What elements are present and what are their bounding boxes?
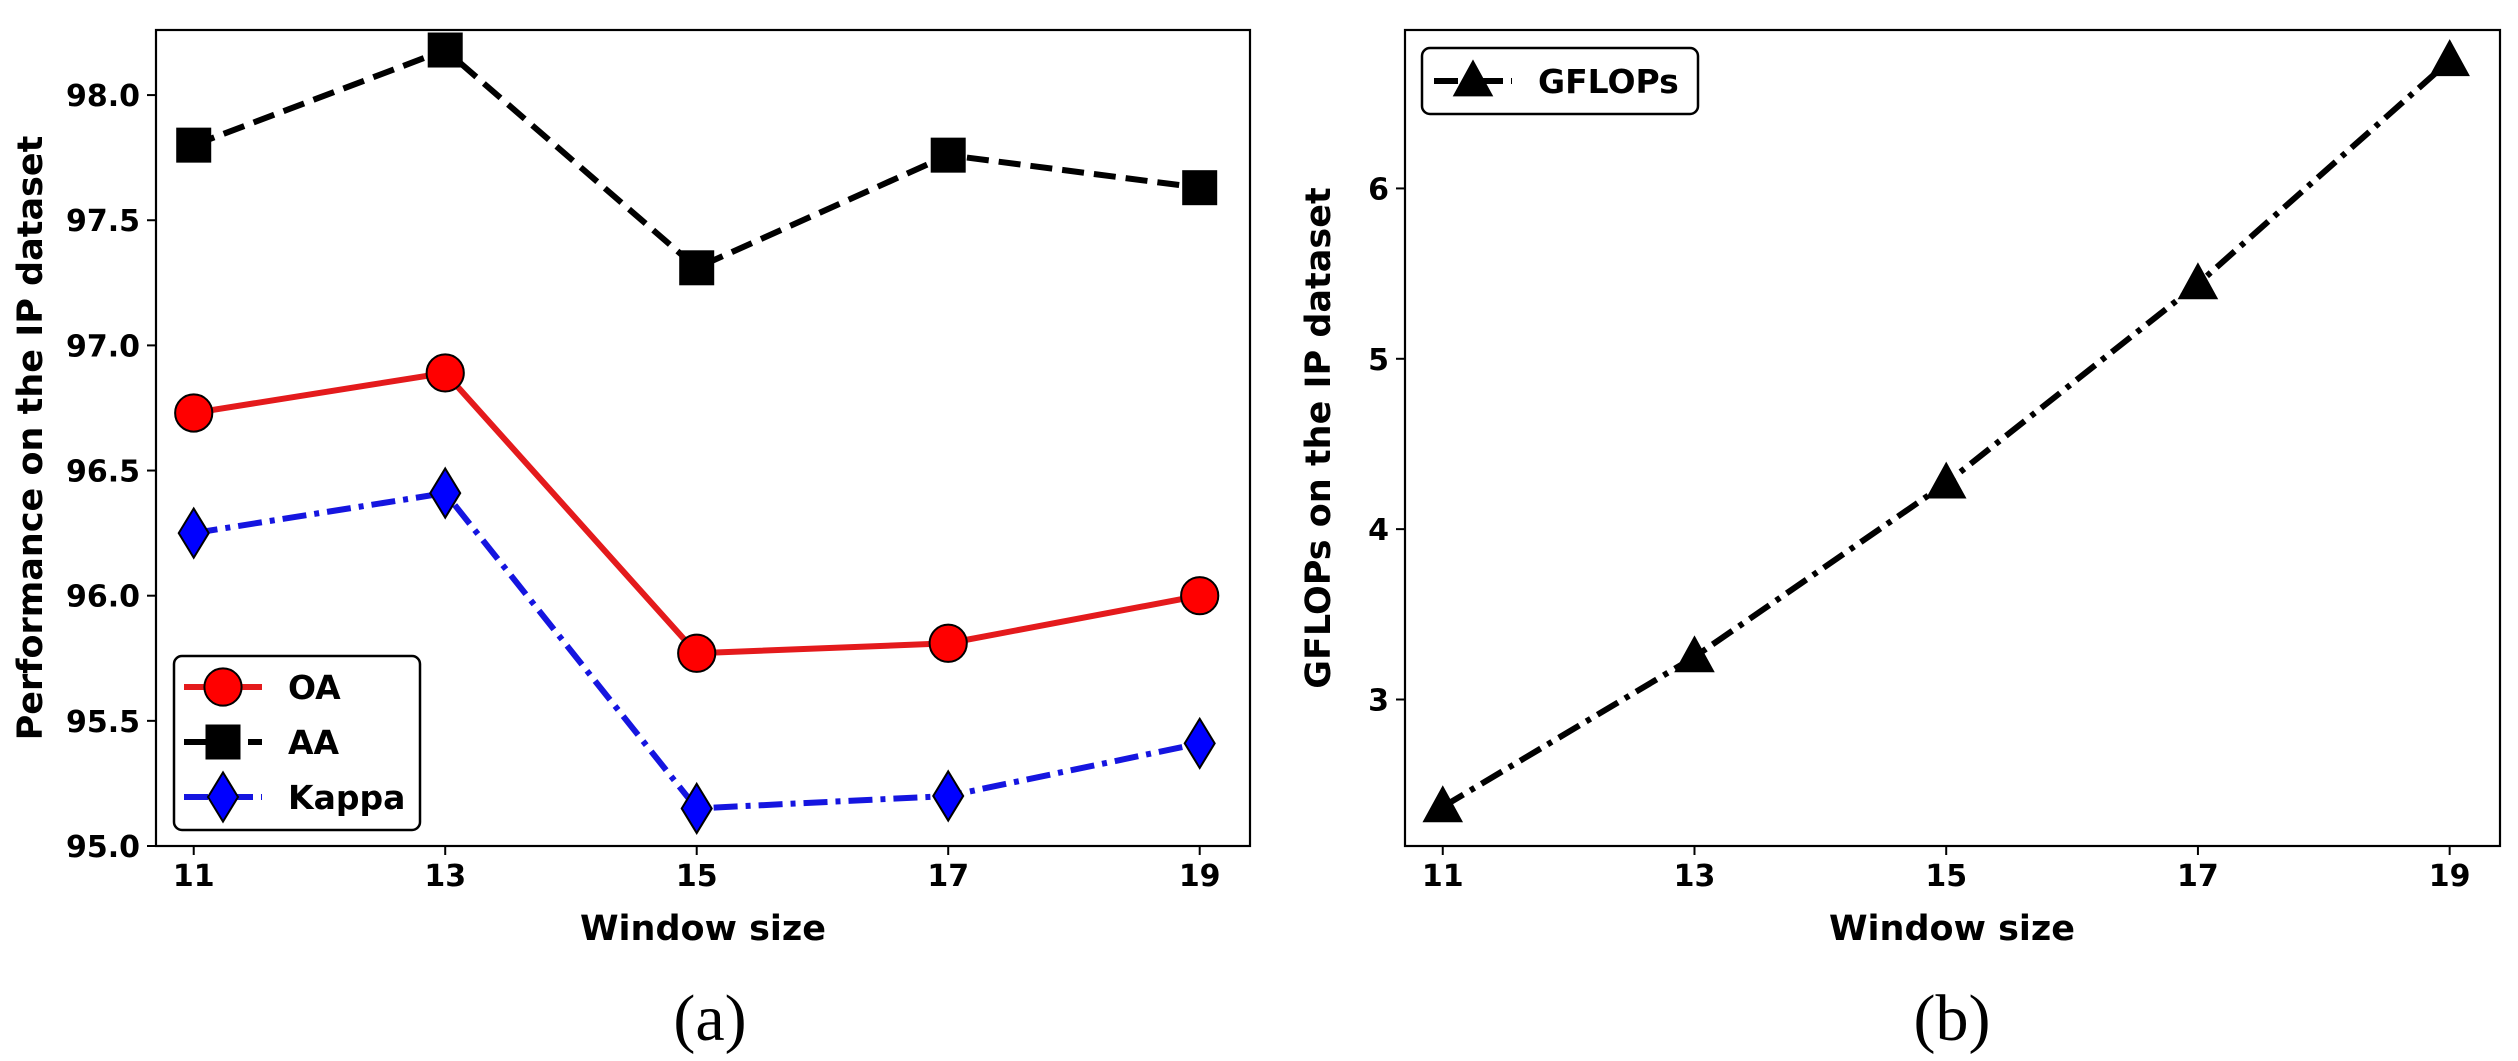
plot-area-a [154,28,1252,848]
x-tick-label-a: 15 [676,859,718,894]
x-tick-label-a: 17 [927,859,969,894]
y-tick-label-b: 4 [1368,513,1389,548]
y-tick-label-b: 5 [1368,343,1389,378]
y-tick-label-b: 6 [1368,172,1389,207]
legend-marker-aa [205,724,241,760]
data-point-oa [425,353,465,393]
data-point-aa [1182,170,1218,206]
panel-b: 11 13 15 17 19 3 4 5 6 Window size GFLOPs on the… [1299,28,2502,1055]
data-point-oa [677,633,717,673]
data-point-aa [176,127,212,163]
y-tick-label-a: 95.0 [66,830,140,865]
x-axis-label-b: Window size [1829,909,2075,949]
data-point-kappa [932,769,965,823]
legend-marker-gflops [1452,59,1494,97]
data-point-kappa [680,781,713,835]
legend-marker-oa [203,667,243,707]
panel-label-a: (a) [673,982,746,1055]
x-tick-label-a: 13 [424,859,466,894]
series-line-oa [193,369,1201,657]
x-axis-label-a: Window size [580,909,826,949]
data-point-kappa [177,506,210,560]
data-point-oa [1180,576,1220,616]
data-point-gflops [1674,635,1715,673]
data-point-gflops [1925,461,1967,499]
y-tick-label-a: 97.0 [66,329,140,364]
y-tick-label-a: 96.5 [66,455,140,490]
data-point-aa [930,137,966,173]
series-line-gflops [1441,58,2452,810]
panel-a: 11 13 15 17 19 95.0 95.5 96.0 96.5 97.0 97.5 98.0 W… [11,28,1252,1055]
y-tick-label-a: 97.5 [66,204,140,239]
y-tick-label-a: 95.5 [66,705,140,740]
x-tick-label-b: 11 [1422,859,1464,894]
plot-area-b [1403,28,2502,848]
data-point-gflops [1422,785,1464,823]
legend-label-oa: OA [288,668,341,707]
y-axis-label-a: Performance on the IP dataset [11,136,51,741]
data-point-aa [679,250,715,286]
y-axis-label-b: GFLOPs on the IP dataset [1299,187,1339,688]
legend-box-b [1420,46,1700,116]
legend-label-gflops: GFLOPs [1538,62,1679,101]
y-tick-label-a: 98.0 [66,79,140,114]
panel-label-b: (b) [1914,982,1991,1055]
series-line-aa [192,47,1201,271]
data-point-oa [174,393,214,433]
y-tick-label-a: 96.0 [66,580,140,615]
series-line-kappa [193,490,1201,812]
data-point-aa [427,32,463,68]
data-point-gflops [2177,262,2219,300]
y-tick-label-b: 3 [1368,683,1389,718]
data-point-oa [928,623,968,663]
data-point-gflops [2429,39,2470,77]
x-tick-label-a: 11 [173,859,215,894]
x-tick-label-b: 19 [2429,859,2471,894]
legend-label-aa: AA [288,723,340,762]
legend-label-kappa: Kappa [288,778,405,817]
x-tick-label-b: 13 [1674,859,1716,894]
x-tick-label-b: 17 [2177,859,2219,894]
x-tick-label-a: 19 [1179,859,1221,894]
x-tick-label-b: 15 [1925,859,1967,894]
legend-marker-kappa [206,770,240,824]
legend-b: GFLOPs [1420,46,1700,116]
legend-a: OA AA Kappa [172,654,422,832]
data-point-kappa [429,466,462,520]
data-point-kappa [1183,716,1216,770]
